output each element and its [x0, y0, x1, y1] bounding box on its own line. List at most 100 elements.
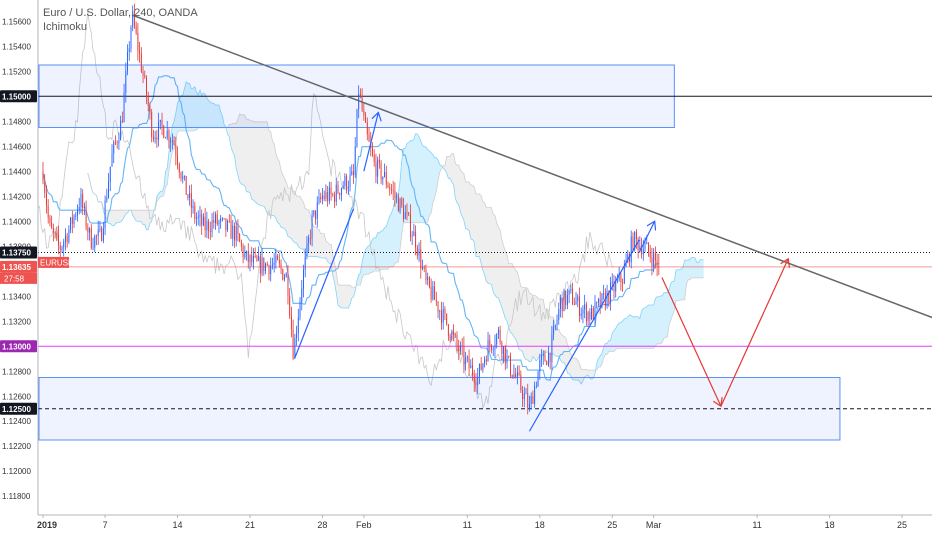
candle [239, 233, 241, 243]
candle-body [399, 198, 401, 212]
candle-body [271, 264, 273, 266]
y-tick-label: 1.12600 [2, 392, 31, 401]
ichimoku-cloud-0 [87, 173, 102, 202]
candle [284, 273, 285, 282]
candle-body [304, 256, 306, 270]
candle [170, 137, 172, 152]
candle [271, 257, 273, 270]
candle [654, 246, 656, 269]
candle-body [147, 97, 149, 107]
y-tick-label: 1.13200 [2, 317, 31, 326]
candle-body [127, 51, 128, 72]
candle-body [377, 159, 379, 177]
candle [444, 306, 446, 321]
candle-body [634, 231, 636, 250]
candle-body [116, 142, 118, 144]
candle-body [599, 299, 601, 308]
candle-body [63, 241, 65, 248]
candle [42, 162, 44, 185]
candle [320, 192, 322, 204]
candle-body [144, 75, 146, 77]
candle [561, 297, 563, 318]
candle-body [649, 252, 651, 258]
candle [428, 276, 430, 289]
candle [620, 272, 622, 291]
candle-body [584, 304, 586, 310]
candle-body [197, 216, 199, 219]
candle [251, 246, 253, 267]
ichimoku-span-b [87, 113, 704, 371]
candle-body [394, 190, 396, 198]
candle-body [542, 354, 544, 356]
candle-body [441, 310, 442, 323]
candle-body [618, 274, 620, 280]
candle-body [121, 120, 123, 122]
candle-body [503, 346, 505, 355]
candle-body [128, 48, 130, 52]
candle [182, 170, 184, 184]
candle [441, 301, 442, 330]
candle-body [494, 344, 496, 350]
candle-body [515, 374, 517, 378]
candle [303, 264, 304, 298]
candle [397, 193, 399, 212]
candle [159, 119, 161, 130]
candle [254, 247, 256, 259]
candle [161, 112, 163, 136]
candle-body [606, 291, 608, 307]
candle-body [240, 241, 242, 246]
candle [449, 333, 451, 343]
y-tick-label: 1.14400 [2, 167, 31, 176]
candle-body [182, 176, 184, 179]
candle-body [351, 171, 353, 175]
candle-body [334, 194, 335, 202]
candle-body [430, 286, 432, 300]
candle-body [303, 269, 304, 289]
candle [59, 241, 61, 259]
candle-body [568, 290, 570, 295]
candle [64, 228, 66, 251]
y-tick-label: 1.14200 [2, 192, 31, 201]
candle [423, 265, 425, 273]
candle [473, 369, 475, 392]
candle-body [234, 225, 235, 241]
candle-body [56, 233, 58, 235]
candle [470, 359, 472, 369]
price-label-text-3: 1.13000 [2, 342, 31, 351]
candle [163, 124, 165, 139]
candle-body [520, 374, 522, 391]
candle-body [301, 288, 303, 302]
candle-body [308, 237, 310, 244]
candle [44, 173, 46, 198]
candle-body [159, 119, 161, 122]
candle [361, 88, 363, 112]
candle [287, 265, 289, 305]
candle-body [296, 333, 298, 339]
candle-body [220, 218, 222, 222]
candle-body [306, 243, 308, 257]
candle-body [311, 214, 313, 239]
candle [492, 346, 494, 357]
candle [154, 130, 156, 144]
candle [453, 324, 455, 342]
candle [268, 264, 270, 281]
candle-body [442, 308, 444, 323]
candle-body [648, 242, 649, 253]
candle [658, 253, 660, 276]
candle-body [47, 205, 49, 218]
candle-body [635, 231, 637, 240]
candle-body [109, 166, 111, 182]
candle [613, 274, 615, 299]
candle [466, 355, 468, 363]
trendline-3 [528, 239, 640, 432]
ichimoku-span-a [87, 81, 704, 385]
candle-body [139, 50, 141, 54]
candle [627, 250, 629, 264]
candle-body [49, 217, 51, 223]
y-tick-label: 1.12000 [2, 467, 31, 476]
candle-body [346, 175, 348, 190]
candle [468, 349, 470, 376]
candle-body [528, 404, 530, 408]
